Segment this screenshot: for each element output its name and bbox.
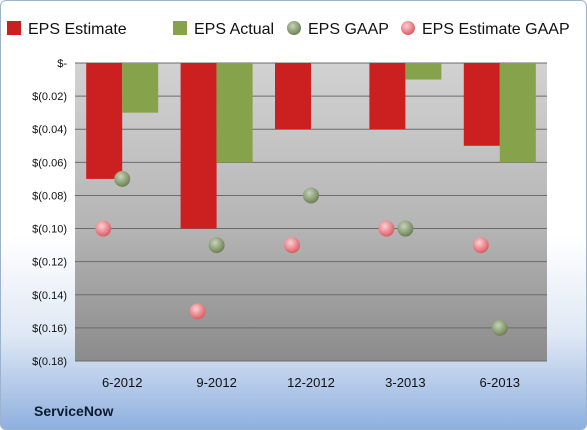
x-tick-label: 6-2013 xyxy=(480,375,520,390)
points xyxy=(95,170,508,336)
y-tick-label: $(0.10) xyxy=(32,224,67,236)
y-tick-label: $(0.04) xyxy=(32,124,67,136)
bar-eps-estimate xyxy=(86,63,123,179)
legend-label: EPS Estimate xyxy=(28,21,127,38)
legend-swatch xyxy=(287,21,301,35)
y-axis: $- $(0.02) $(0.04) $(0.06) $(0.08) $(0.10) $(0… xyxy=(32,58,67,368)
point-eps-estimate-gaap xyxy=(378,220,395,237)
point-eps-estimate-gaap xyxy=(95,220,112,237)
legend-swatch xyxy=(7,21,21,35)
bar-eps-estimate xyxy=(275,63,311,130)
point-eps-estimate-gaap xyxy=(472,237,489,254)
point-eps-gaap xyxy=(491,319,508,336)
y-tick-label: $(0.16) xyxy=(32,323,67,335)
y-tick-label: $- xyxy=(57,58,67,70)
x-tick-label: 12-2012 xyxy=(287,375,335,390)
point-eps-gaap xyxy=(303,187,319,204)
point-eps-gaap xyxy=(397,220,414,237)
point-eps-gaap xyxy=(114,170,131,187)
y-tick-label: $(0.12) xyxy=(32,257,67,269)
bar-eps-actual xyxy=(499,63,536,163)
legend: EPS Estimate EPS Actual EPS GAAP EPS Estima… xyxy=(7,21,570,38)
legend-swatch xyxy=(401,21,415,35)
x-tick-label: 6-2012 xyxy=(102,375,142,390)
point-eps-estimate-gaap xyxy=(284,237,300,254)
legend-label: EPS Estimate GAAP xyxy=(422,21,570,38)
y-tick-label: $(0.06) xyxy=(32,157,67,169)
bar-eps-actual xyxy=(405,63,442,80)
legend-label: EPS Actual xyxy=(194,21,274,38)
point-eps-gaap xyxy=(208,237,225,254)
bar-eps-actual xyxy=(216,63,253,163)
bar-eps-estimate xyxy=(180,63,217,229)
legend-swatch xyxy=(173,21,187,35)
x-tick-label: 3-2013 xyxy=(385,375,425,390)
y-tick-label: $(0.14) xyxy=(32,290,67,302)
y-tick-label: $(0.02) xyxy=(32,91,67,103)
company-name: ServiceNow xyxy=(34,403,114,419)
x-axis: 6-2012 9-2012 12-2012 3-2013 6-2013 xyxy=(102,375,520,390)
bar-eps-estimate xyxy=(369,63,406,130)
y-tick-label: $(0.08) xyxy=(32,190,67,202)
bar-eps-actual xyxy=(122,63,159,113)
bar-eps-estimate xyxy=(463,63,500,146)
bars xyxy=(86,63,536,229)
y-tick-label: $(0.18) xyxy=(32,356,67,368)
legend-label: EPS GAAP xyxy=(308,21,389,38)
x-tick-label: 9-2012 xyxy=(196,375,236,390)
point-eps-estimate-gaap xyxy=(189,303,206,320)
